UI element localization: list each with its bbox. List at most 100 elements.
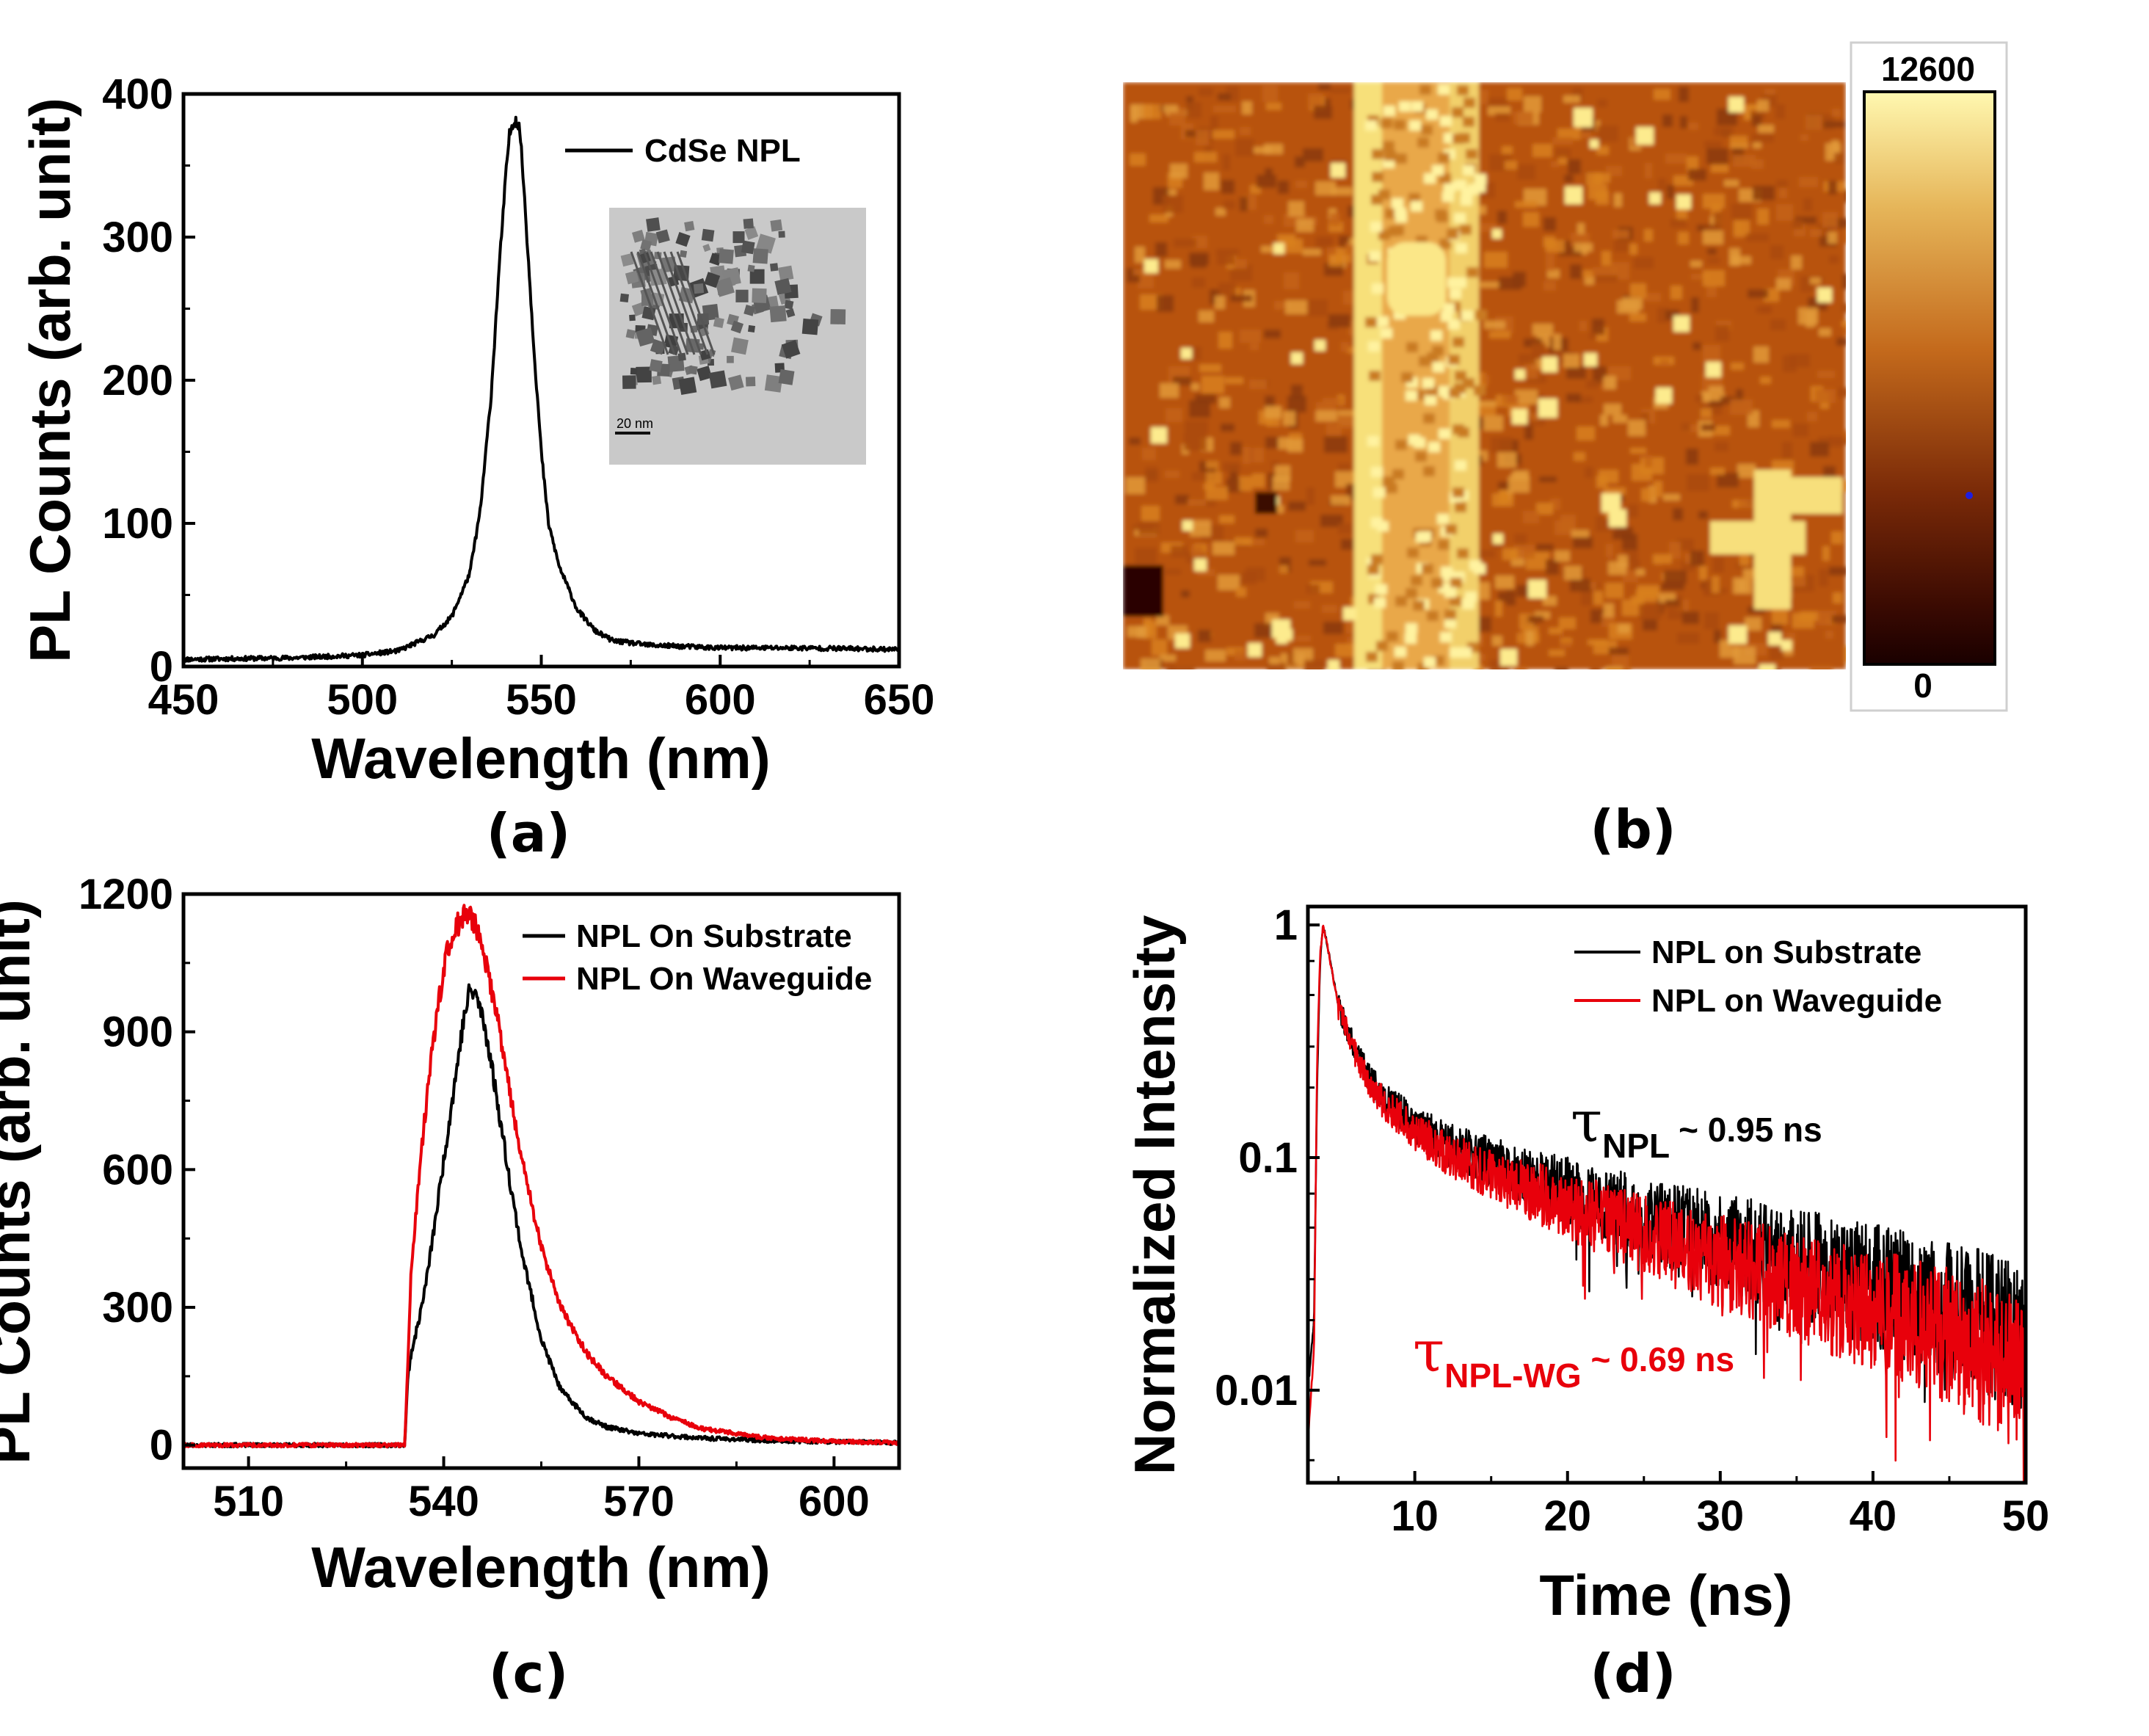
dark-spot-left bbox=[1123, 565, 1163, 617]
tau-npl-annotation: τNPL ~ 0.95 ns bbox=[1571, 1089, 1822, 1165]
pl-map-texture bbox=[1810, 442, 1829, 457]
waveguide-texture bbox=[1406, 623, 1417, 633]
panel-d-xtick-label-0: 10 bbox=[1391, 1492, 1439, 1540]
panel-a-legend-label: CdSe NPL bbox=[644, 133, 801, 169]
waveguide-texture bbox=[1455, 243, 1467, 253]
pl-map-texture bbox=[1557, 128, 1581, 139]
waveguide-texture bbox=[1461, 187, 1473, 197]
pl-map-texture bbox=[1579, 131, 1591, 138]
pl-map-texture bbox=[1574, 452, 1585, 461]
pl-map-texture bbox=[1687, 156, 1698, 172]
panel-d: 10 20 30 40 500.010.11 Normalized Intensity … bbox=[1122, 901, 2049, 1704]
waveguide-texture bbox=[1455, 502, 1466, 512]
pl-map-texture bbox=[1770, 245, 1783, 259]
bright-spot bbox=[1590, 139, 1599, 148]
pl-map-texture bbox=[1714, 212, 1722, 228]
waveguide-texture bbox=[1452, 134, 1464, 144]
bright-spot bbox=[1817, 288, 1832, 302]
pl-map-texture bbox=[1322, 605, 1337, 613]
pl-map-texture bbox=[1349, 238, 1358, 245]
panel-c-series-npl-on-substrate bbox=[183, 983, 899, 1449]
waveguide-texture bbox=[1428, 442, 1440, 452]
waveguide-texture bbox=[1395, 596, 1407, 606]
pl-map-texture bbox=[1692, 342, 1701, 350]
pl-map-texture bbox=[1733, 155, 1756, 167]
pl-map-texture bbox=[1734, 647, 1756, 664]
pl-map-texture bbox=[1331, 87, 1350, 93]
pl-map-texture bbox=[1699, 566, 1707, 580]
pl-map-texture bbox=[1308, 93, 1323, 108]
pl-map-texture bbox=[1306, 584, 1320, 594]
pl-map-texture bbox=[1539, 476, 1557, 482]
pl-map-texture bbox=[1629, 244, 1637, 255]
pl-map-texture bbox=[1491, 437, 1513, 453]
pl-map-texture bbox=[1832, 109, 1841, 117]
pl-map-texture bbox=[1303, 148, 1323, 161]
pl-map-texture bbox=[1803, 198, 1812, 211]
bright-spot bbox=[1181, 348, 1192, 359]
pl-map-texture bbox=[1828, 181, 1837, 195]
tem-particle bbox=[708, 370, 727, 389]
tem-particle bbox=[629, 314, 636, 322]
panel-c-ytick-label-2: 600 bbox=[102, 1146, 173, 1194]
pl-map-texture bbox=[1250, 344, 1259, 350]
waveguide-texture bbox=[1432, 346, 1444, 356]
bright-spot bbox=[1676, 195, 1691, 209]
tem-particle bbox=[625, 329, 636, 339]
tem-particle bbox=[640, 239, 652, 252]
pl-map-texture bbox=[1338, 415, 1356, 429]
pl-map-texture bbox=[1219, 515, 1235, 523]
pl-map-texture bbox=[1145, 467, 1158, 482]
pl-map-texture bbox=[1770, 643, 1783, 660]
pl-map-texture bbox=[1566, 366, 1586, 379]
panel-a-series-cdse-npl bbox=[183, 115, 899, 663]
pl-map-texture bbox=[1309, 559, 1326, 566]
pl-map-texture bbox=[1274, 301, 1282, 310]
pl-map-texture bbox=[1535, 611, 1550, 619]
waveguide-texture bbox=[1406, 391, 1417, 401]
waveguide-texture bbox=[1372, 172, 1383, 182]
tem-particle bbox=[745, 377, 756, 387]
pl-map-texture bbox=[1648, 486, 1657, 503]
panel-d-axes: 10 20 30 40 50 0.01 0.1 1 bbox=[1215, 901, 2049, 1540]
tem-stack bbox=[669, 251, 709, 355]
waveguide-texture bbox=[1413, 600, 1425, 611]
pl-map-texture bbox=[1218, 93, 1231, 101]
panel-a-ytick-label-2: 200 bbox=[102, 357, 173, 404]
panel-c: 510 540 570 600 0 300 600 900 1200 PL Counts (ar… bbox=[0, 871, 901, 1704]
pl-map-texture bbox=[1604, 603, 1614, 617]
tem-particle bbox=[688, 365, 698, 375]
panel-d-xlabel: Time (ns) bbox=[1539, 1563, 1792, 1627]
pl-map-texture bbox=[1543, 281, 1556, 291]
waveguide-texture bbox=[1443, 303, 1455, 313]
tem-particle bbox=[744, 226, 759, 240]
tem-particle bbox=[719, 248, 734, 264]
pl-map-texture bbox=[1560, 638, 1572, 644]
pl-map-texture bbox=[1278, 181, 1289, 194]
pl-map-texture bbox=[1323, 398, 1342, 404]
pl-map-texture bbox=[1283, 411, 1295, 426]
colorbar-gradient bbox=[1863, 90, 1996, 666]
panel-c-ylabel: PL Counts (arb. unit) bbox=[0, 899, 42, 1464]
pl-map-texture bbox=[1712, 576, 1720, 593]
tem-particle bbox=[622, 375, 636, 389]
pl-map-texture bbox=[1583, 270, 1593, 277]
pl-map-texture bbox=[1714, 127, 1734, 136]
pl-map-texture bbox=[1663, 494, 1680, 501]
pl-map-texture bbox=[1195, 394, 1216, 404]
pl-map-texture bbox=[1679, 87, 1689, 102]
pl-map-texture bbox=[1294, 601, 1310, 609]
pl-map-texture bbox=[1563, 354, 1579, 368]
pl-map-texture bbox=[1295, 156, 1305, 167]
pl-map-texture bbox=[1644, 229, 1653, 241]
waveguide-texture bbox=[1450, 578, 1462, 588]
waveguide-texture bbox=[1455, 277, 1466, 288]
tau-npl-subscript: NPL bbox=[1602, 1127, 1669, 1165]
waveguide-texture bbox=[1424, 657, 1436, 667]
pl-map-texture bbox=[1156, 105, 1169, 112]
pl-map-texture bbox=[1622, 534, 1637, 550]
waveguide-texture bbox=[1463, 117, 1475, 127]
pl-map-texture bbox=[1185, 421, 1208, 433]
pl-map-texture bbox=[1243, 447, 1251, 464]
pl-map-texture bbox=[1618, 624, 1630, 633]
